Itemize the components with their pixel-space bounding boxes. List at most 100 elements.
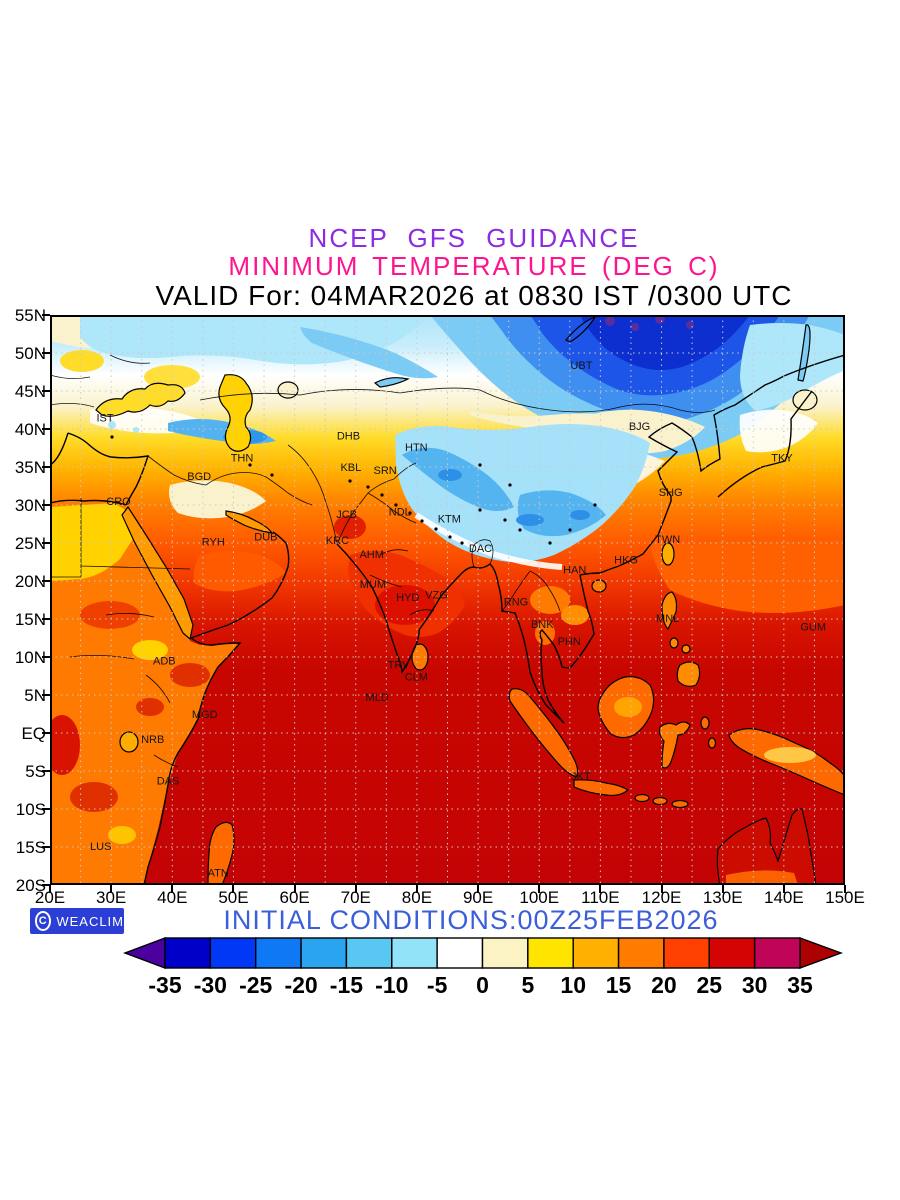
station-label: IST xyxy=(96,412,113,424)
colorbar-tick-label: 5 xyxy=(521,972,534,998)
lat-tick xyxy=(42,580,50,582)
lat-tick-label: EQ xyxy=(21,724,46,743)
lat-tick-label: 5N xyxy=(24,686,46,705)
terrain-specks xyxy=(110,435,597,545)
lat-tick-label: 15S xyxy=(15,838,46,857)
station-label: ADB xyxy=(153,656,176,668)
station-label: CRO xyxy=(106,496,131,508)
lon-tick-label: 30E xyxy=(96,888,127,907)
lon-tick xyxy=(49,885,51,893)
lon-tick-label: 70E xyxy=(340,888,371,907)
colorbar-tick-label: -30 xyxy=(194,972,227,998)
lon-tick xyxy=(415,885,418,893)
copyright-icon: C xyxy=(35,911,52,931)
station-label: KRC xyxy=(326,535,349,547)
colorbar-segment xyxy=(481,937,529,969)
colorbar-tick-label: 20 xyxy=(651,972,677,998)
lat-tick xyxy=(42,694,50,696)
station-label: HAN xyxy=(563,564,586,576)
lat-tick-label: 25N xyxy=(14,534,46,553)
lat-tick xyxy=(42,504,50,506)
lat-tick xyxy=(42,314,50,316)
lat-tick-label: 30N xyxy=(14,496,46,515)
station-label: MLD xyxy=(366,692,389,704)
temperature-colorbar: -35 -30 -25 -20 -15 -10 -5 0 5 10 15 20 25 30 35 xyxy=(123,936,844,998)
footer-row: C WEACLIM INITIAL CONDITIONS:00Z25FEB202… xyxy=(0,903,900,935)
colorbar-segment xyxy=(300,937,348,969)
colorbar-tick-label: 15 xyxy=(606,972,632,998)
station-label: LUS xyxy=(90,841,111,853)
logo-text: WEACLIM xyxy=(56,913,124,929)
colorbar-tick-label: -15 xyxy=(330,972,363,998)
station-label: DAS xyxy=(157,776,180,788)
colorbar-segment xyxy=(255,937,302,969)
station-label: ATN xyxy=(208,868,229,880)
map-plot: IST THN BGD CRO RYH DUB DHB HTN KBL SRN JCB NDL KTM K… xyxy=(15,306,865,907)
lat-tick xyxy=(42,352,50,354)
station-label: CLM xyxy=(405,672,428,684)
country-borders xyxy=(50,354,716,768)
lon-tick xyxy=(660,885,663,893)
lon-tick-label: 100E xyxy=(519,888,560,907)
lon-tick xyxy=(782,885,785,893)
lon-tick xyxy=(232,885,235,893)
map-frame xyxy=(50,315,845,885)
station-label: RNG xyxy=(504,596,528,608)
lon-tick xyxy=(599,885,602,893)
station-label: KTM xyxy=(438,513,461,525)
colorbar-segment xyxy=(527,937,574,969)
station-label: PHN xyxy=(558,636,581,648)
station-label: BGD xyxy=(187,471,211,483)
colorbar-segment xyxy=(164,937,212,969)
lat-tick-label: 10S xyxy=(15,800,46,819)
lon-tick-label: 140E xyxy=(763,888,804,907)
colorbar-tick-label: -20 xyxy=(284,972,317,998)
station-label: NDL xyxy=(389,507,411,519)
lat-tick xyxy=(42,808,50,810)
lat-tick-label: 20N xyxy=(14,572,46,591)
colorbar-segment xyxy=(572,937,620,969)
lat-tick xyxy=(42,656,50,658)
lat-tick xyxy=(42,770,50,772)
colorbar-tick-label: 35 xyxy=(787,972,813,998)
weaclim-logo[interactable]: C WEACLIM xyxy=(30,908,124,934)
station-label: UBT xyxy=(570,360,592,372)
station-label: DUB xyxy=(254,532,277,544)
station-label: THN xyxy=(231,453,254,465)
lon-tick-label: 50E xyxy=(218,888,249,907)
lat-tick-label: 15N xyxy=(14,610,46,629)
coastlines xyxy=(50,354,845,885)
lat-tick xyxy=(42,732,50,734)
lon-tick-label: 90E xyxy=(462,888,494,907)
station-label: KBL xyxy=(340,462,361,474)
lon-tick xyxy=(538,885,541,893)
colorbar-tick-label: 0 xyxy=(476,972,489,998)
station-label: MNL xyxy=(656,613,679,625)
lat-tick-label: 35N xyxy=(14,458,46,477)
station-label: NRB xyxy=(141,734,164,746)
station-label: BNK xyxy=(531,619,554,631)
lon-tick-label: 40E xyxy=(157,888,188,907)
lon-tick-label: 120E xyxy=(641,888,682,907)
lon-tick xyxy=(477,885,480,893)
lon-tick xyxy=(293,885,296,893)
lat-tick-label: 55N xyxy=(14,306,46,325)
product-title: NCEP GFS GUIDANCE xyxy=(308,223,640,253)
field-title: MINIMUM TEMPERATURE (DEG C) xyxy=(228,251,720,281)
lat-tick xyxy=(42,390,50,392)
lat-tick xyxy=(42,884,50,886)
lat-tick-label: 10N xyxy=(14,648,46,667)
colorbar-tick-label: 30 xyxy=(742,972,768,998)
station-label: MUM xyxy=(360,579,386,591)
gridlines xyxy=(50,315,845,885)
title-block: NCEP GFS GUIDANCE MINIMUM TEMPERATURE (D… xyxy=(0,224,900,311)
lon-tick-label: 130E xyxy=(702,888,743,907)
station-label: TKY xyxy=(771,453,793,465)
lon-tick xyxy=(844,885,846,893)
colorbar-segment xyxy=(436,937,484,969)
station-label: AHM xyxy=(359,549,383,561)
station-label: HKG xyxy=(614,555,638,567)
colorbar-tick-label: 25 xyxy=(696,972,722,998)
colorbar-arrow xyxy=(799,936,844,970)
lon-tick-label: 20E xyxy=(34,888,66,907)
